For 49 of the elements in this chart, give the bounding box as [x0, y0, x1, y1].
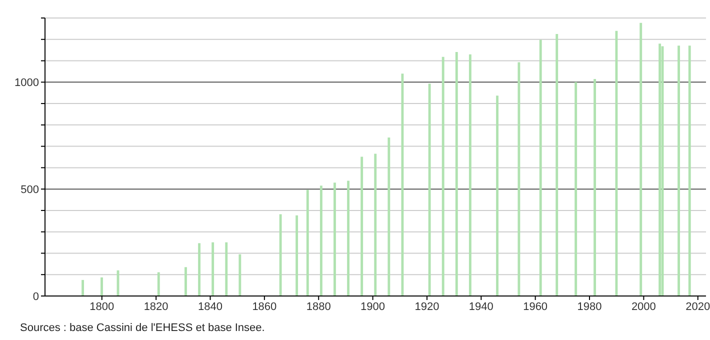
bar	[640, 22, 642, 296]
x-tick-label: 1880	[306, 300, 331, 313]
bar	[238, 254, 242, 296]
bar	[388, 138, 390, 296]
bar	[100, 277, 103, 296]
x-tick-label: 1900	[360, 300, 386, 313]
bar	[279, 214, 282, 296]
source-note: Sources : base Cassini de l'EHESS et base Insee.	[20, 322, 265, 334]
bar	[518, 62, 520, 296]
y-tick-label: 1000	[14, 77, 39, 90]
bar	[225, 242, 228, 296]
bar	[455, 52, 458, 296]
bar	[212, 242, 214, 296]
bar	[401, 74, 404, 296]
x-tick-label: 2000	[631, 300, 656, 313]
x-tick-label: 1940	[468, 300, 494, 313]
bar	[688, 46, 691, 296]
bar	[198, 243, 200, 296]
bar	[594, 78, 596, 296]
x-tick-label: 1800	[90, 300, 114, 313]
bar	[157, 272, 160, 296]
bar	[658, 44, 662, 296]
bar	[360, 156, 364, 296]
bar	[296, 215, 298, 296]
bar	[374, 154, 377, 296]
bar	[468, 54, 472, 296]
bar	[442, 56, 444, 296]
bar	[615, 30, 618, 296]
x-tick-label: 1920	[414, 300, 440, 313]
bar	[347, 180, 350, 296]
bar	[320, 186, 322, 296]
bar	[574, 82, 578, 296]
x-tick-label: 1980	[577, 300, 602, 313]
bar	[496, 96, 498, 296]
x-tick-label: 2020	[686, 300, 710, 313]
bar	[184, 267, 187, 296]
bar	[334, 182, 336, 296]
y-tick-label: 500	[20, 184, 39, 196]
x-tick-label: 1840	[198, 300, 222, 313]
bar	[82, 280, 84, 296]
x-tick-label: 1960	[523, 300, 548, 313]
bar	[539, 40, 542, 296]
x-tick-label: 1860	[252, 300, 277, 313]
y-tick-label: 0	[32, 290, 39, 303]
bar	[678, 46, 680, 296]
bar	[556, 34, 558, 296]
bar	[306, 190, 309, 296]
bar	[428, 84, 431, 296]
x-tick-label: 1820	[144, 300, 168, 313]
